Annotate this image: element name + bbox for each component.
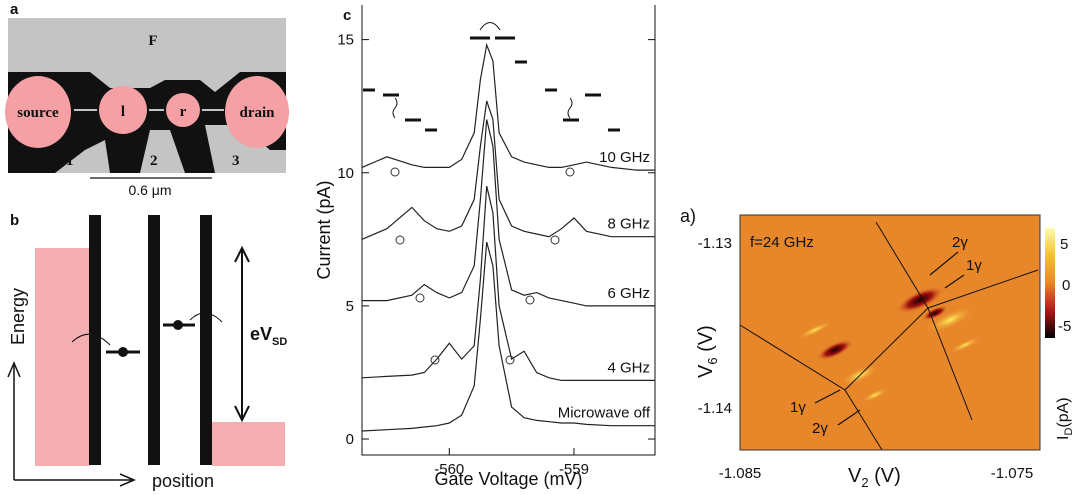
annotation: 2γ [812, 420, 828, 437]
label: r [180, 104, 187, 120]
axis-label: position [152, 471, 214, 491]
boundary-lines [739, 221, 1039, 451]
label: l [121, 104, 125, 120]
series-label: 4 GHz [607, 359, 650, 376]
bias-label: eV [250, 324, 272, 344]
scale-label: 0.6 μm [128, 182, 171, 198]
source-band [35, 248, 90, 466]
panel-label: c [343, 7, 351, 24]
bias-subscript: SD [272, 336, 287, 348]
y-tick-label: 15 [337, 32, 354, 49]
colorbar-subscript: D [1063, 428, 1075, 436]
axis-label: V6 (V) [695, 325, 720, 378]
panel-label: b [10, 212, 19, 229]
colorbar [1045, 228, 1055, 338]
colorbar-label: I [1055, 436, 1072, 440]
axis-label: V [848, 465, 862, 487]
y-tick-label: -1.14 [698, 400, 732, 417]
marker-circle [390, 167, 400, 177]
y-tick-label: -1.13 [698, 235, 732, 252]
axis-label: V2 (V) [848, 465, 901, 490]
drain-lead [225, 76, 289, 148]
marker-circle [565, 167, 575, 177]
barrier [148, 215, 160, 465]
annotation: 2γ [952, 234, 968, 251]
series-label: 10 GHz [599, 149, 650, 166]
plot-frame [739, 214, 1041, 451]
marker-circle [430, 355, 440, 365]
axis-label: (V) [869, 465, 901, 487]
gate-label: 2 [150, 153, 158, 169]
colorbar-tick: -5 [1058, 318, 1071, 335]
marker-circle [525, 295, 535, 305]
curve [362, 119, 655, 307]
panel-label: a) [680, 206, 696, 226]
y-tick-label: 5 [346, 298, 354, 315]
annotation-arrows [814, 251, 965, 426]
tunnel-arrow [71, 312, 223, 346]
arrowheads [234, 245, 250, 423]
arrowhead [119, 473, 136, 487]
y-tick-label: 10 [337, 165, 354, 182]
x-axis-label: Gate Voltage (mV) [434, 469, 582, 489]
y-tick-label: 0 [346, 431, 354, 448]
x-tick-label: -1.075 [991, 465, 1034, 482]
series-label: 8 GHz [607, 216, 650, 233]
marker-circle [395, 235, 405, 245]
series-label: 6 GHz [607, 285, 650, 302]
gate-label: 1 [66, 153, 74, 169]
x-tick-label: -559 [559, 461, 589, 478]
electron [173, 320, 183, 330]
transition-arrow [392, 22, 573, 119]
axis-label: (V) [695, 325, 717, 357]
barrier [89, 215, 101, 465]
colorbar-tick: 5 [1060, 236, 1068, 253]
left-dot [99, 86, 147, 134]
label: source [17, 105, 59, 121]
axis-frame [361, 5, 656, 456]
marker-circle [415, 293, 425, 303]
label: drain [239, 105, 275, 121]
x-tick-label: -560 [434, 461, 464, 478]
curve [361, 100, 655, 240]
bias-label: eVSD [250, 324, 287, 348]
source-lead [5, 76, 71, 148]
colorbar-tick: 0 [1062, 277, 1070, 294]
label: F [148, 33, 157, 49]
panel-label: a [10, 1, 19, 18]
gate-electrodes [8, 72, 286, 173]
annotation: 1γ [966, 257, 982, 274]
level-diagram [363, 36, 620, 132]
marker-circle [505, 355, 515, 365]
electron [118, 347, 128, 357]
axis-label: V [695, 364, 717, 378]
axis-label: Energy [8, 288, 28, 345]
curve [361, 185, 655, 381]
y-axis-label: Current (pA) [314, 180, 334, 279]
right-dot [166, 93, 200, 127]
axis-subscript: 6 [705, 357, 720, 364]
annotation: 1γ [790, 399, 806, 416]
x-tick-label: -1.085 [719, 465, 762, 482]
marker-circle [550, 235, 560, 245]
curve [361, 42, 655, 171]
gate-label: 3 [232, 153, 240, 169]
colorbar-label: ID(pA) [1055, 397, 1075, 440]
axis-subscript: 2 [861, 475, 868, 490]
curve [361, 241, 655, 432]
series-label: Microwave off [558, 405, 651, 422]
colorbar-label: (pA) [1055, 397, 1072, 427]
drain-band [212, 422, 285, 466]
barrier [200, 215, 212, 465]
annotation: f=24 GHz [750, 234, 814, 251]
arrowhead [7, 361, 21, 378]
heatmap [740, 215, 1040, 450]
